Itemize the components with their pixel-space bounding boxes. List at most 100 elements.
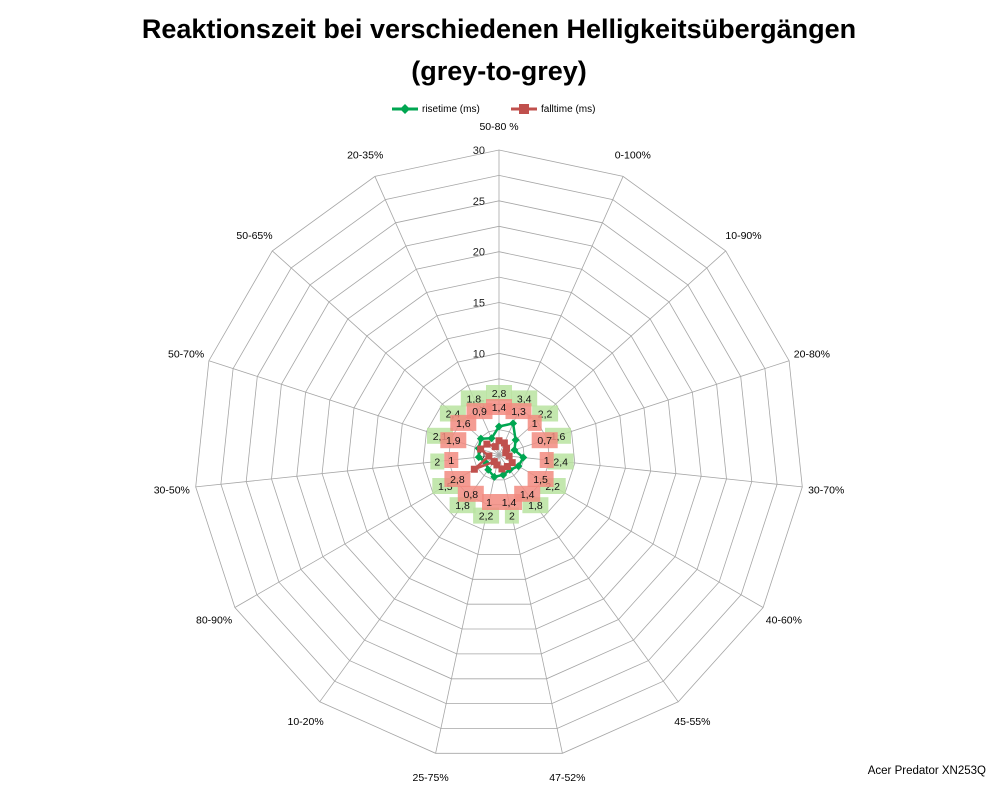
- risetime-data-label: 1,8: [466, 393, 481, 405]
- footer-credit: Acer Predator XN253Q: [868, 765, 986, 777]
- falltime-data-label: 1: [486, 497, 492, 509]
- falltime-point: [500, 439, 508, 447]
- risetime-point: [474, 453, 483, 462]
- category-labels: 50-80 % 0-100% 10-90% 20-80% 30-70% 40-60% 45-…: [154, 121, 845, 784]
- category-label: 25-75%: [412, 772, 448, 784]
- category-label: 50-80 %: [479, 121, 518, 133]
- falltime-label-bg: [527, 471, 554, 487]
- category-label: 50-65%: [236, 230, 272, 242]
- falltime-data-label: 1,3: [511, 406, 526, 418]
- falltime-data-label: 1,9: [446, 435, 461, 447]
- chart-subtitle: (grey-to-grey): [411, 56, 587, 86]
- risetime-point: [510, 445, 519, 454]
- risetime-point: [511, 436, 520, 445]
- risetime-data-label: 2,8: [492, 388, 507, 400]
- radar-grid: [195, 149, 803, 754]
- risetime-label-bg: [547, 453, 574, 470]
- falltime-data-label: 1,4: [502, 497, 517, 509]
- risetime-data-label: 3,4: [517, 393, 532, 405]
- falltime-label-bg: [466, 403, 493, 420]
- risetime-point: [476, 434, 485, 443]
- risetime-data-label: 2: [434, 457, 440, 469]
- risetime-data-label: 2,2: [479, 511, 494, 523]
- falltime-point: [485, 452, 493, 460]
- falltime-label-bg: [444, 471, 471, 487]
- category-label: 45-55%: [674, 716, 710, 728]
- data-labels: 2,83,42,21,62,42,21,822,21,81,522,12,41,…: [427, 385, 574, 524]
- falltime-label-bg: [539, 452, 554, 468]
- grid-ring: [195, 149, 803, 754]
- falltime-point: [505, 452, 513, 460]
- chart-title: Reaktionszeit bei verschiedenen Helligke…: [142, 14, 856, 44]
- legend: risetime (ms) falltime (ms): [392, 104, 595, 115]
- grid-ring: [296, 251, 702, 655]
- risetime-label-bg: [430, 453, 445, 470]
- falltime-point: [503, 463, 511, 471]
- falltime-point: [477, 445, 485, 453]
- grid-ring: [397, 352, 601, 555]
- falltime-point: [490, 458, 498, 466]
- falltime-point: [498, 465, 506, 473]
- falltime-label-bg: [457, 485, 484, 502]
- falltime-data-label: 1,4: [520, 489, 535, 501]
- falltime-data-label: 1,5: [533, 474, 548, 486]
- falltime-point: [483, 440, 491, 448]
- falltime-data-label: 0,9: [472, 406, 487, 418]
- falltime-point: [491, 443, 499, 451]
- category-label: 0-100%: [615, 149, 651, 161]
- grid-ring: [220, 174, 778, 729]
- risetime-data-label: 2: [509, 511, 515, 523]
- category-label: 80-90%: [196, 615, 232, 627]
- falltime-data-label: 1: [544, 455, 550, 467]
- falltime-point: [495, 437, 503, 445]
- falltime-data-label: 0,8: [463, 489, 478, 501]
- category-label: 30-70%: [808, 484, 844, 496]
- series-layer: [470, 419, 528, 481]
- tick-label: 20: [473, 247, 485, 259]
- legend-entry-risetime: risetime (ms): [392, 104, 480, 115]
- grid-ring: [321, 276, 677, 630]
- risetime-data-label: 1,8: [528, 500, 543, 512]
- risetime-label-bg: [486, 385, 512, 401]
- risetime-point: [490, 472, 499, 481]
- risetime-label-bg: [511, 390, 538, 407]
- risetime-label-bg: [504, 507, 519, 524]
- risetime-point: [519, 453, 528, 462]
- category-label: 40-60%: [766, 615, 802, 627]
- grid-ring: [372, 327, 626, 580]
- falltime-label-bg: [496, 494, 522, 510]
- falltime-data-label: 1: [532, 418, 538, 430]
- falltime-label-bg: [482, 494, 496, 510]
- falltime-label-bg: [505, 403, 532, 420]
- risetime-point: [514, 462, 523, 471]
- legend-risetime-marker: [400, 104, 410, 114]
- grid-ring: [422, 378, 576, 530]
- grid-ring: [271, 225, 727, 680]
- grid-ring: [346, 302, 652, 605]
- risetime-label-bg: [473, 507, 500, 524]
- falltime-data-label: 1,6: [456, 418, 471, 430]
- risetime-point: [495, 422, 503, 431]
- risetime-label-bg: [460, 390, 487, 407]
- tick-label: 25: [473, 196, 485, 208]
- tick-label: 10: [473, 348, 485, 360]
- falltime-data-label: 2,8: [450, 474, 465, 486]
- series-line-0: [477, 421, 525, 479]
- category-label: 30-50%: [154, 484, 190, 496]
- falltime-data-label: 1,4: [492, 402, 507, 414]
- falltime-data-label: 1: [448, 455, 454, 467]
- grid-ring: [473, 429, 525, 481]
- legend-falltime-marker: [519, 104, 529, 114]
- tick-label: 30: [473, 145, 485, 157]
- risetime-point: [499, 470, 508, 479]
- risetime-data-label: 2,4: [553, 457, 568, 469]
- falltime-label-bg: [531, 432, 558, 449]
- category-label: 10-20%: [287, 716, 323, 728]
- falltime-label-bg: [527, 414, 542, 431]
- tick-label: 15: [473, 298, 485, 310]
- risetime-point: [509, 419, 518, 428]
- tick-label: 0: [479, 450, 485, 462]
- category-label: 47-52%: [549, 772, 585, 784]
- falltime-data-label: 0,7: [537, 435, 552, 447]
